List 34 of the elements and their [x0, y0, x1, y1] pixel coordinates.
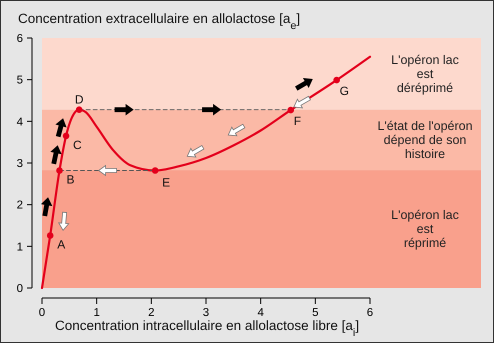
point — [76, 106, 82, 113]
point — [56, 167, 63, 174]
annotation: E — [162, 176, 170, 190]
annotation: A — [57, 238, 66, 252]
x-tick-label: 6 — [366, 307, 374, 319]
annotation: G — [340, 84, 349, 98]
y-tick-label: 1 — [16, 241, 23, 254]
y-tick-label: 0 — [16, 283, 23, 295]
y-tick-label: 5 — [16, 74, 23, 87]
x-tick-label: 3 — [202, 307, 210, 319]
x-tick-label: 1 — [93, 307, 100, 319]
point — [62, 132, 70, 140]
x-axis-title: Concentration intracellulaire en allolactose libre [a$_{i}$] — [55, 318, 360, 339]
annotation: C — [73, 138, 82, 152]
x-tick-label: 0 — [38, 307, 46, 319]
line-series — [40, 56, 372, 290]
point — [333, 76, 340, 84]
x-tick-label: 2 — [148, 307, 155, 319]
point — [152, 167, 158, 174]
chart-title: Concentration extracellulaire en allolactose [a$_{e}$] — [18, 11, 300, 32]
point — [287, 106, 294, 114]
y-tick-label: 6 — [16, 33, 23, 45]
annotation: D — [74, 92, 84, 107]
point — [46, 232, 54, 239]
y-tick-label: 2 — [16, 200, 23, 212]
y-tick-label: 4 — [16, 116, 24, 128]
annotation: F — [294, 114, 302, 128]
band-label: L'opéron lac est déréprimé — [391, 52, 459, 95]
x-tick-label: 4 — [257, 307, 264, 319]
band-label: L'opéron lac est réprimé — [391, 208, 459, 250]
x-tick-label: 5 — [312, 307, 319, 319]
y-tick-label: 3 — [16, 158, 23, 170]
annotation: B — [66, 172, 75, 186]
band-label: L'état de l'opéron dépend de son histoire — [377, 118, 473, 161]
